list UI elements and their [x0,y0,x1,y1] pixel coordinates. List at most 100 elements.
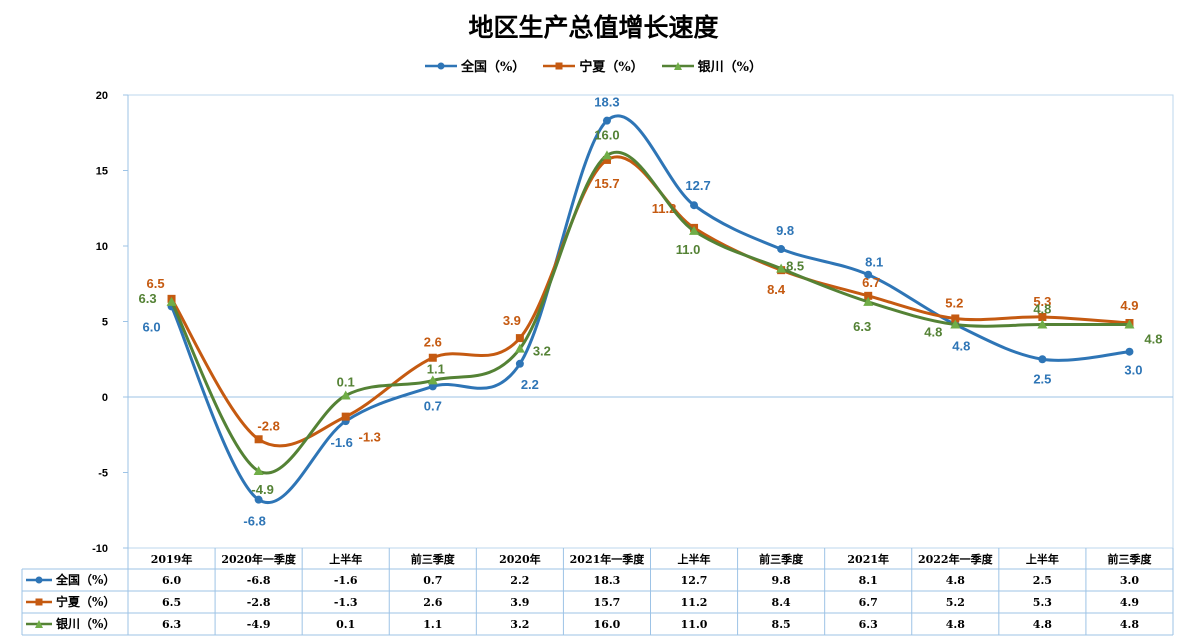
data-label-ningxia: 5.2 [945,295,963,310]
data-label-ningxia: 6.7 [862,275,880,290]
y-tick-label: -5 [98,468,108,480]
data-label-ningxia: 8.4 [767,282,786,297]
series-line-national [170,114,1130,504]
data-label-national: 2.2 [521,377,539,392]
table-cell-ningxia: 2.6 [423,596,442,609]
table-cell-national: 6.0 [162,574,181,587]
point-yinchuan [776,263,787,273]
table-cell-ningxia: 6.7 [859,596,878,609]
point-ningxia [602,155,611,164]
table-cell-national: -1.6 [334,574,358,587]
table-cell-national: 9.8 [772,574,791,587]
legend-swatch-national [424,62,457,69]
table-cell-ningxia: -1.3 [334,596,358,609]
data-label-yinchuan: 4.8 [924,325,942,340]
chart-title: 地区生产总值增长速度 [468,13,719,42]
point-ningxia [515,334,524,343]
data-label-yinchuan: 4.8 [1144,332,1162,347]
table-cell-yinchuan: 3.2 [510,618,529,631]
point-ningxia [428,353,437,362]
data-label-national: 9.8 [776,223,794,238]
x-category-label: 2019年 [151,552,193,566]
data-label-yinchuan: 6.3 [853,319,871,334]
data-label-yinchuan: 0.1 [337,374,355,389]
point-national [1125,347,1134,356]
x-category-label: 2021年一季度 [570,552,646,566]
table-cell-national: -6.8 [247,574,271,587]
data-label-yinchuan: 3.2 [533,344,551,359]
data-label-yinchuan: 6.3 [139,291,157,306]
table-row-name-national: 全国（%） [55,572,115,587]
table-row-name-yinchuan: 银川（%） [56,616,115,631]
legend-item-national: 全国（%） [424,56,526,75]
table-cell-national: 18.3 [594,574,621,587]
y-tick-label: 10 [96,241,108,253]
point-national [602,116,611,125]
point-national [864,270,873,279]
point-national [1038,355,1047,364]
x-category-label: 2021年 [847,552,889,566]
data-label-national: -1.6 [331,435,353,450]
series-line-yinchuan [170,151,1130,475]
table-cell-ningxia: 5.2 [946,596,965,609]
point-yinchuan [253,465,264,475]
series-line-ningxia [170,155,1130,448]
point-ningxia [864,291,873,300]
y-tick-label: 0 [102,392,108,404]
data-label-yinchuan: 1.1 [427,361,445,376]
y-tick-label: 20 [96,90,108,102]
point-national [428,382,437,391]
legend-swatch-yinchuan [661,61,694,70]
table-cell-yinchuan: 8.5 [772,618,791,631]
data-label-national: 3.0 [1124,363,1142,378]
legend-label-national: 全国（%） [460,60,526,75]
table-cell-yinchuan: 11.0 [681,618,708,631]
point-yinchuan [689,225,700,235]
table-cell-ningxia: 15.7 [594,596,621,609]
legend-label-yinchuan: 银川（%） [697,60,763,75]
table-cell-yinchuan: 1.1 [423,618,442,631]
table-cell-yinchuan: 0.1 [336,618,355,631]
data-label-national: -6.8 [243,514,265,529]
data-label-national: 2.5 [1033,371,1051,386]
table-cell-yinchuan: 16.0 [594,618,621,631]
data-label-yinchuan: 16.0 [594,127,619,142]
point-yinchuan [863,296,874,306]
point-ningxia [1038,312,1047,321]
table-row-name-ningxia: 宁夏（%） [56,594,115,609]
data-label-yinchuan: 8.5 [786,259,804,274]
table-cell-national: 4.8 [946,574,965,587]
legend: 全国（%） 宁夏（%） 银川（%） [0,56,1187,75]
point-yinchuan [950,319,961,329]
point-yinchuan [1124,319,1135,329]
point-yinchuan [601,150,612,160]
table-cell-ningxia: 8.4 [772,596,791,609]
table-cell-national: 2.2 [510,574,529,587]
table-cell-national: 8.1 [859,574,878,587]
data-label-yinchuan: -4.9 [251,482,273,497]
table-cell-national: 2.5 [1033,574,1052,587]
legend-item-ningxia: 宁夏（%） [543,56,644,75]
table-key-marker-yinchuan [35,620,43,628]
x-category-label: 上半年 [329,552,362,566]
table-cell-yinchuan: 4.8 [1120,618,1139,631]
data-label-ningxia: 5.3 [1033,294,1051,309]
table-cell-yinchuan: 4.8 [1033,618,1052,631]
table-cell-ningxia: 11.2 [681,596,708,609]
y-tick-label: 5 [102,317,108,329]
point-yinchuan [1037,319,1048,329]
legend-label-ningxia: 宁夏（%） [579,60,644,75]
data-label-ningxia: 2.6 [424,335,442,350]
data-label-national: 6.0 [143,319,161,334]
point-national [777,245,786,254]
table-cell-yinchuan: 6.3 [162,618,181,631]
table-cell-national: 0.7 [423,574,442,587]
data-label-ningxia: -2.8 [257,418,279,433]
data-label-ningxia: -1.3 [359,430,381,445]
table-cell-yinchuan: 6.3 [859,618,878,631]
point-yinchuan [340,390,351,400]
data-label-national: 12.7 [685,178,710,193]
table-cell-ningxia: 4.9 [1120,596,1139,609]
point-national [690,201,699,210]
